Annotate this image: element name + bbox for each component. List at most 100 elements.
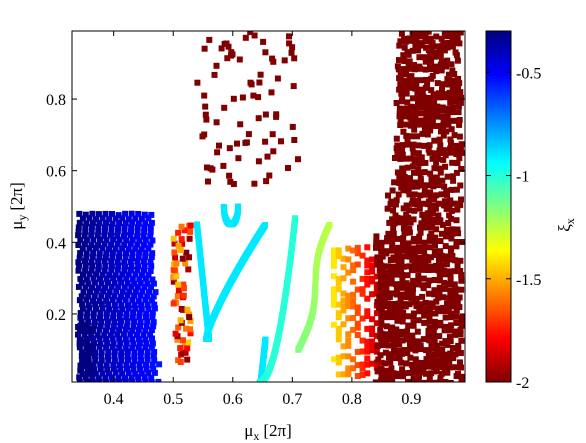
data-point (340, 321, 347, 328)
data-point (150, 293, 157, 300)
data-point (449, 77, 456, 84)
data-point (435, 90, 442, 97)
data-point (415, 150, 422, 157)
data-point (390, 230, 397, 237)
data-point (114, 259, 121, 266)
data-point (436, 277, 443, 284)
data-point (401, 253, 408, 260)
data-point (436, 48, 443, 55)
data-point (326, 221, 333, 228)
data-point (444, 113, 451, 120)
data-point (180, 281, 187, 288)
data-point (150, 366, 157, 373)
data-point (417, 86, 424, 93)
data-point (110, 340, 117, 347)
data-point (105, 301, 112, 308)
data-point (435, 182, 442, 189)
data-point (80, 338, 87, 345)
data-point (422, 66, 429, 73)
data-point (340, 353, 347, 360)
data-point (127, 267, 134, 273)
data-point (141, 263, 148, 270)
data-point (418, 121, 425, 128)
data-point (439, 86, 445, 93)
data-point (442, 152, 449, 159)
data-point (432, 53, 439, 60)
data-point (397, 38, 404, 45)
data-point (119, 245, 126, 252)
data-point (458, 286, 465, 293)
data-point (453, 243, 460, 250)
data-point (391, 220, 398, 227)
data-point (109, 211, 115, 217)
data-point (441, 351, 448, 358)
colorbar-ticks: -0.5 -1 -1.5 -2 (486, 65, 541, 392)
data-point (412, 85, 419, 92)
plot-frame (71, 30, 466, 383)
data-point (89, 378, 96, 382)
data-point (138, 306, 145, 313)
data-point (421, 239, 428, 246)
data-point (431, 150, 438, 157)
data-point (105, 353, 111, 360)
data-point (383, 373, 390, 380)
data-point (91, 352, 98, 359)
data-point (407, 103, 414, 110)
data-point (423, 221, 430, 227)
data-point (295, 156, 301, 163)
data-point (428, 230, 435, 237)
data-point (449, 252, 456, 259)
data-point (442, 94, 448, 101)
data-point (429, 103, 436, 110)
data-point (292, 215, 299, 222)
data-point (399, 366, 406, 373)
data-point (403, 360, 410, 367)
data-point (104, 340, 111, 347)
data-point (378, 313, 385, 320)
data-point (437, 319, 444, 326)
data-point (445, 71, 452, 78)
data-point (444, 191, 450, 198)
data-point (373, 320, 380, 327)
data-point (454, 298, 461, 305)
data-point (396, 57, 402, 64)
data-point (451, 281, 458, 288)
data-point (395, 300, 402, 307)
data-point (414, 328, 421, 335)
x-axis-label: μx [2π] (244, 421, 292, 443)
data-point (383, 248, 390, 255)
data-point (103, 310, 110, 317)
data-point (202, 103, 209, 110)
data-point (262, 138, 269, 145)
data-point (180, 285, 187, 291)
data-point (142, 250, 149, 257)
data-point (77, 236, 84, 243)
data-point (410, 141, 417, 148)
data-point (118, 357, 125, 364)
data-point (418, 154, 425, 161)
data-point (178, 223, 185, 230)
data-point (350, 297, 357, 304)
data-point (449, 43, 456, 50)
data-point (107, 232, 114, 239)
data-point (425, 333, 432, 340)
data-point (116, 344, 123, 351)
data-point (97, 366, 104, 372)
data-point (177, 359, 184, 365)
data-point (98, 318, 105, 325)
data-point (141, 228, 148, 235)
data-point (423, 356, 430, 363)
data-point (390, 301, 397, 307)
data-point (415, 166, 422, 173)
data-point (136, 313, 143, 320)
data-point (122, 210, 129, 217)
data-point (439, 104, 446, 111)
data-point (122, 345, 129, 352)
data-point (438, 370, 445, 377)
data-point (434, 155, 441, 162)
data-point (455, 103, 462, 110)
data-point (148, 211, 155, 218)
data-point (201, 92, 208, 99)
data-point (395, 191, 402, 198)
data-point (426, 237, 433, 244)
